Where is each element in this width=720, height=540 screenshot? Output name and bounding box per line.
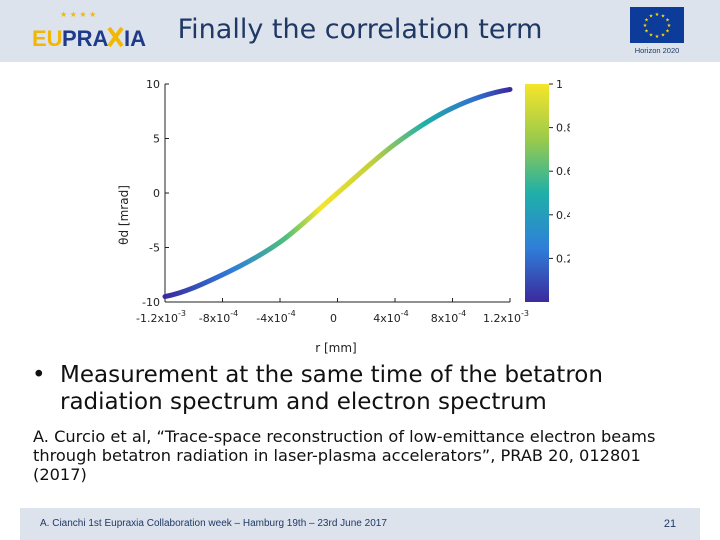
y-tick-label: -5 bbox=[149, 242, 160, 255]
svg-text:★: ★ bbox=[644, 29, 649, 35]
horizon-label: Horizon 2020 bbox=[634, 46, 680, 55]
footer-text: A. Cianchi 1st Eupraxia Collaboration we… bbox=[40, 518, 387, 529]
y-tick-label: -10 bbox=[142, 296, 160, 309]
y-axis-label: θd [mrad] bbox=[117, 185, 131, 245]
logo-pra: PRA bbox=[62, 26, 109, 51]
colorbar-tick-label: 1 bbox=[556, 78, 563, 91]
colorbar bbox=[525, 84, 549, 302]
svg-text:★: ★ bbox=[643, 23, 648, 29]
logo-ia: IA bbox=[124, 26, 146, 51]
footer-bar bbox=[20, 508, 700, 540]
svg-text:★ ★ ★ ★: ★ ★ ★ ★ bbox=[60, 10, 96, 19]
svg-text:★: ★ bbox=[665, 18, 670, 24]
colorbar-tick-label: 0.2 bbox=[556, 252, 570, 265]
bullet-marker: • bbox=[32, 362, 46, 388]
x-tick-label: -4x10-4 bbox=[256, 309, 295, 325]
svg-text:★: ★ bbox=[661, 14, 666, 20]
svg-text:★: ★ bbox=[665, 29, 670, 35]
x-axis-label: r [mm] bbox=[315, 341, 357, 355]
x-tick-label: 8x10-4 bbox=[431, 309, 467, 325]
svg-text:★: ★ bbox=[667, 23, 672, 29]
x-tick-label: 4x10-4 bbox=[373, 309, 409, 325]
x-tick-label: 1.2x10-3 bbox=[483, 309, 529, 325]
svg-text:★: ★ bbox=[655, 34, 660, 40]
svg-text:★: ★ bbox=[655, 12, 660, 18]
svg-text:★: ★ bbox=[649, 33, 654, 39]
svg-text:★: ★ bbox=[649, 14, 654, 20]
y-tick-label: 10 bbox=[146, 78, 160, 91]
colorbar-tick-label: 0.6 bbox=[556, 165, 570, 178]
correlation-plot: 10 5 0 -5 -10 -1.2x10-3 -8x10-4 -4x10-4 0 4x10-4… bbox=[117, 78, 570, 355]
citation-text: A. Curcio et al, “Trace-space reconstruc… bbox=[33, 427, 656, 484]
colorbar-tick-label: 0.4 bbox=[556, 209, 570, 222]
bullet-text: Measurement at the same time of the beta… bbox=[60, 362, 603, 415]
svg-text:★: ★ bbox=[661, 33, 666, 39]
x-tick-label: -8x10-4 bbox=[199, 309, 238, 325]
x-tick-label: -1.2x10-3 bbox=[136, 309, 186, 325]
slide-title: Finally the correlation term bbox=[177, 14, 543, 45]
colorbar-tick-label: 0.8 bbox=[556, 122, 570, 135]
logo-eu: EU bbox=[32, 26, 63, 51]
page-number: 21 bbox=[663, 518, 677, 530]
svg-text:★: ★ bbox=[644, 18, 649, 24]
correlation-curve bbox=[162, 86, 513, 300]
x-tick-label: 0 bbox=[330, 312, 337, 325]
eu-flag-icon: ★ ★ ★ ★ ★ ★ ★ ★ ★ ★ ★ ★ bbox=[630, 7, 684, 43]
y-tick-label: 5 bbox=[153, 133, 160, 146]
y-tick-label: 0 bbox=[153, 187, 160, 200]
eupraxia-logo: ★ ★ ★ ★ EU PRA IA bbox=[32, 10, 146, 51]
